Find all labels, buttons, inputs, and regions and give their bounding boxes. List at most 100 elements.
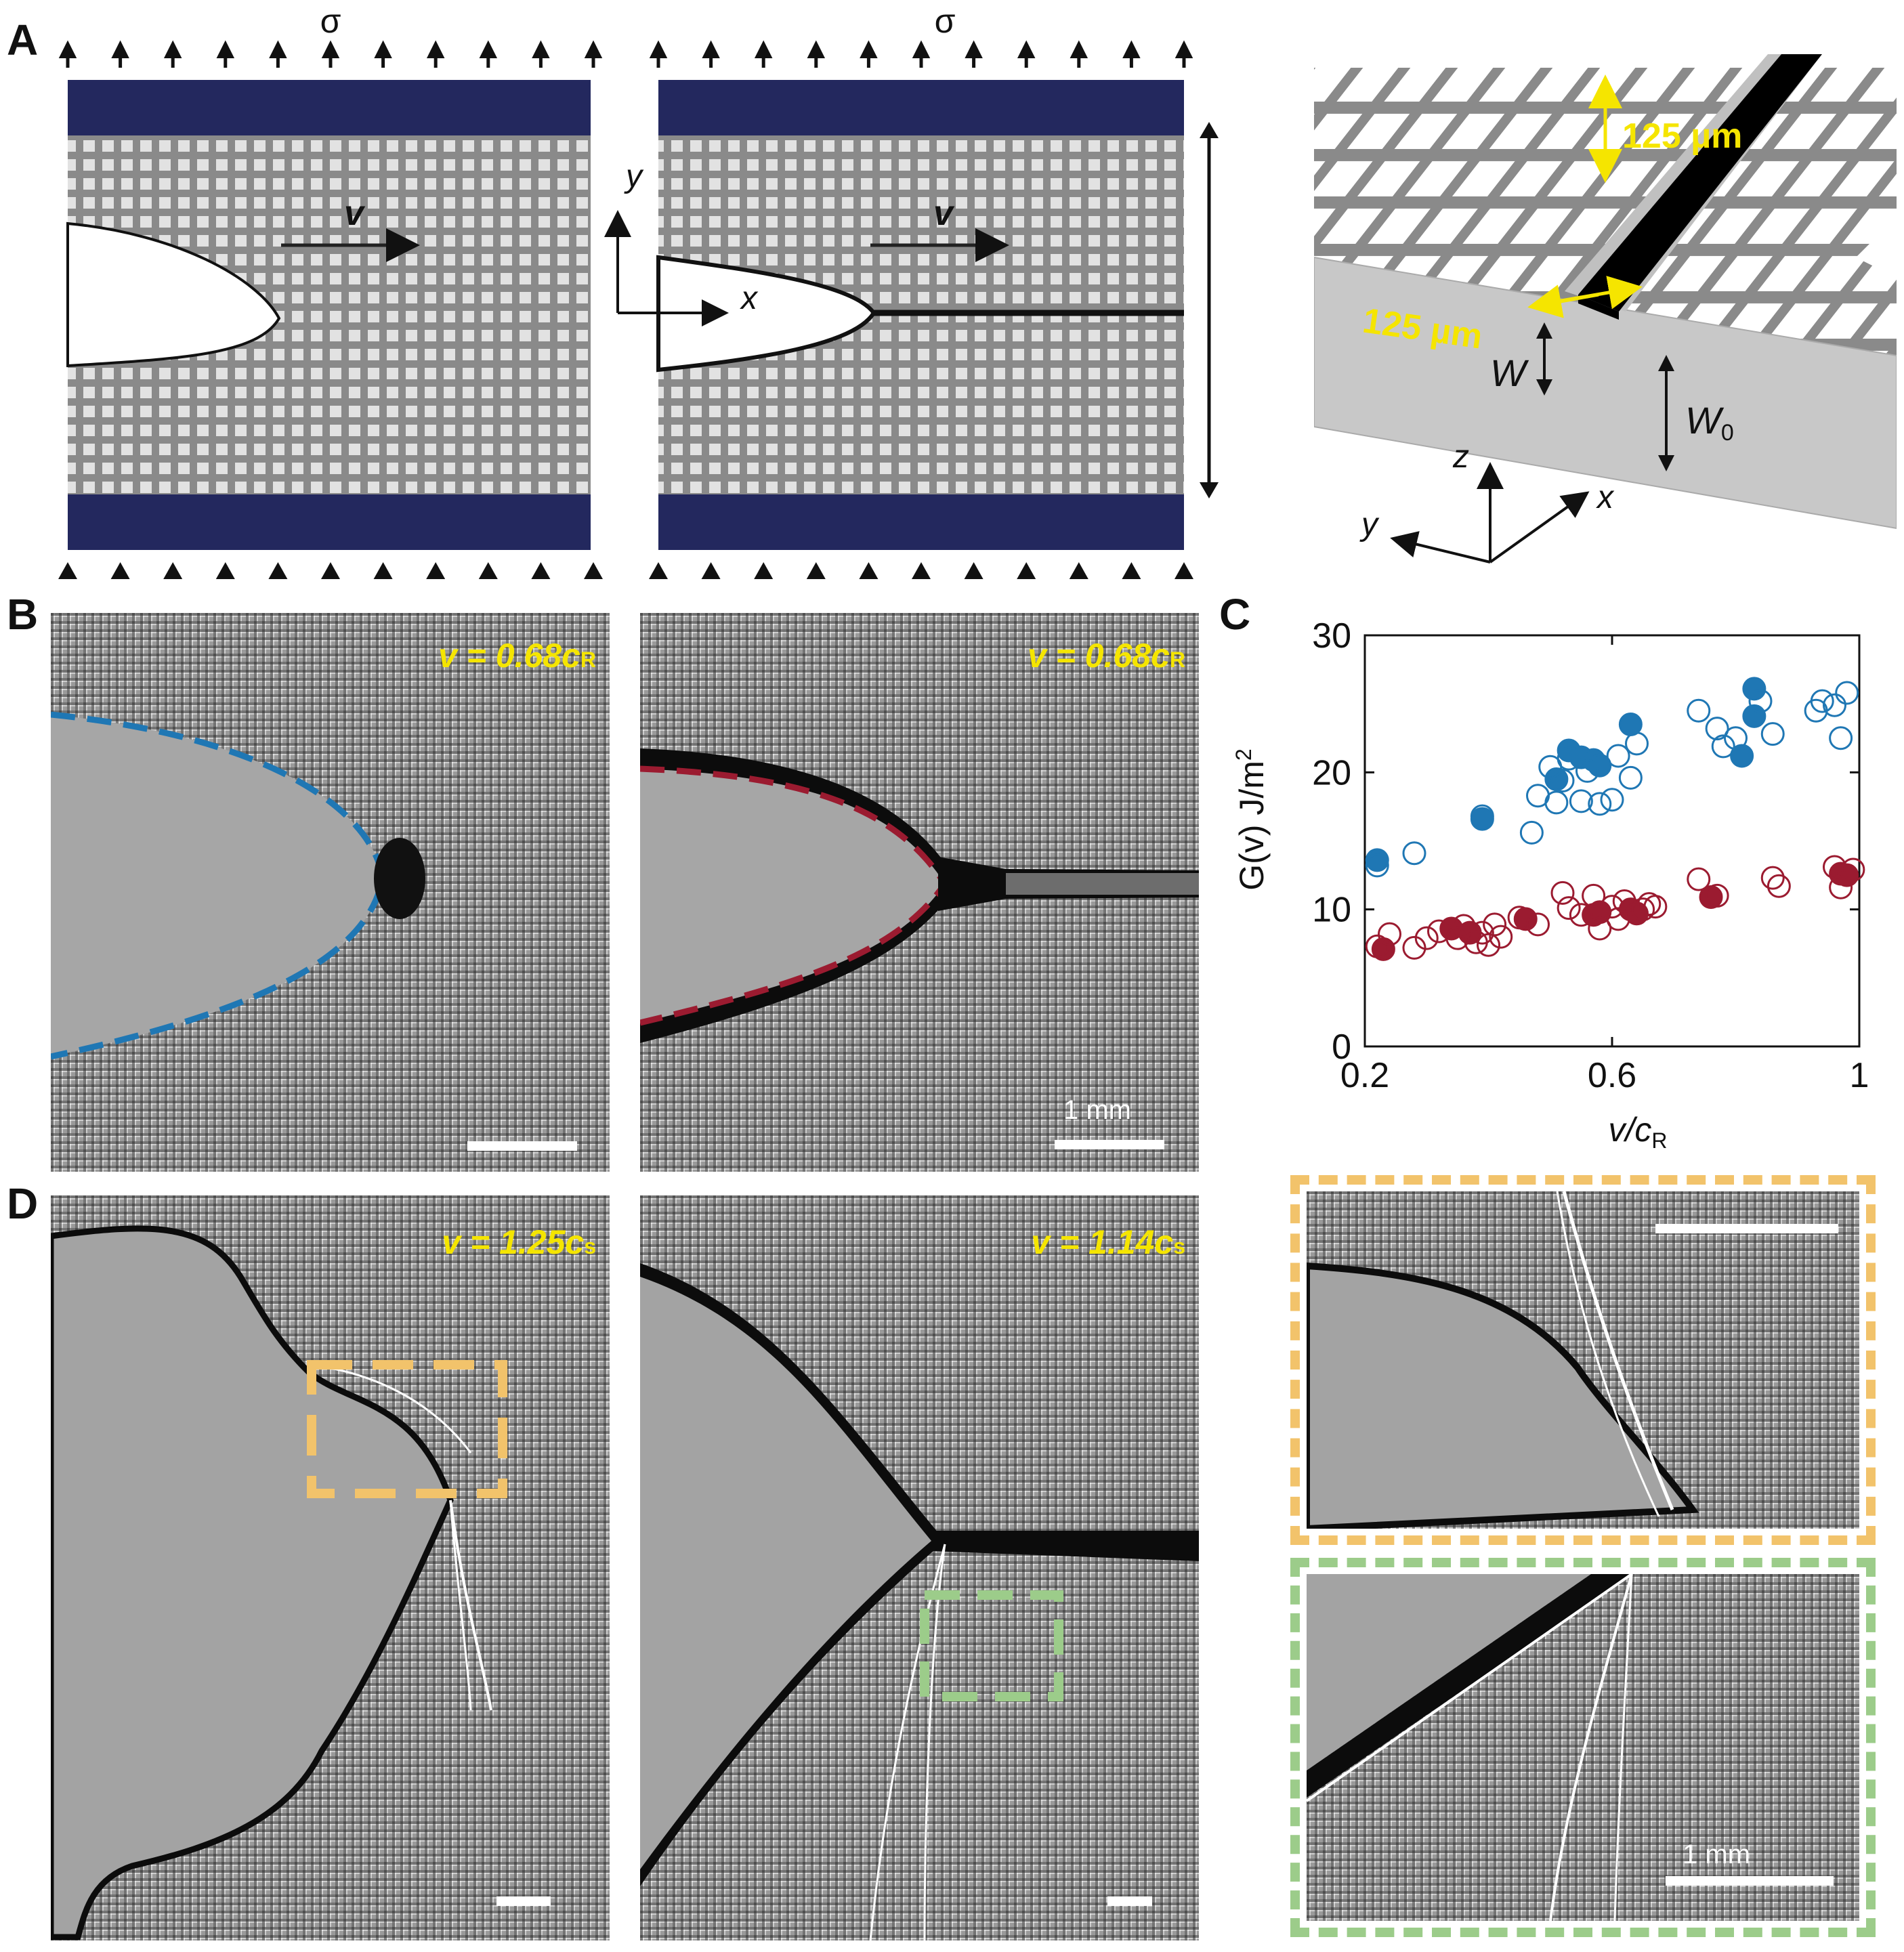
data-point [1767,874,1791,898]
inset-scalebar-bottom [1666,1876,1834,1886]
data-point [1582,883,1606,908]
data-point [1470,920,1494,945]
data-point [1550,880,1575,905]
data-point [1445,926,1470,950]
inset-green-image: 1 mm [1307,1574,1859,1921]
data-point [1550,768,1575,792]
clamp-top-left [68,80,591,135]
support-triangle [58,562,77,579]
panel-d-right-image: v = 1.14cs [640,1195,1199,1940]
scalebar-d-left [496,1896,551,1906]
support-triangle [215,562,235,579]
trench-groove [1578,54,1822,312]
data-point [1631,897,1655,922]
support-triangle [373,562,393,579]
data-point [1588,792,1612,816]
support-triangle [912,562,931,579]
data-point [1519,820,1544,845]
panel-a-schematic: σ σ v v y x h [58,2,1219,579]
inset-scalebar-top [1655,1224,1838,1233]
x-tick-label: 0.2 [1340,1056,1389,1095]
data-point [1378,922,1401,946]
support-triangle [268,562,288,579]
data-point [1569,789,1593,813]
clamp-bottom-right [658,494,1184,550]
data-point [1365,934,1389,958]
support-triangle [1069,562,1088,579]
data-point [1365,848,1389,872]
data-point [1742,677,1767,701]
inset-orange-image [1307,1191,1859,1529]
specimen-left [66,80,591,550]
dim-125-top: 125 µm [1622,116,1742,156]
support-triangle [806,562,826,579]
w-label: W [1490,352,1529,394]
clamp-top-right [658,80,1184,135]
support-triangle [531,562,551,579]
data-point [1687,698,1711,723]
y-tick-label: 0 [1332,1027,1351,1067]
data-point [1705,883,1729,908]
data-point [1606,907,1630,931]
specimen-right [656,80,1184,550]
y-tick-label: 10 [1312,891,1351,930]
data-point [1489,925,1513,949]
velocity-label-left: v [344,194,366,233]
data-point [1557,896,1581,920]
data-point [1823,693,1846,717]
support-triangle [584,562,603,579]
data-point [1600,788,1624,812]
velocity-label-right: v [933,194,955,233]
data-point [1829,875,1853,899]
stress-label-right: σ [935,2,956,40]
w0-label: W0 [1685,399,1734,446]
clamp-bottom-left [68,494,591,550]
y-tick-label: 30 [1312,616,1351,656]
data-point [1575,759,1599,783]
panel-a-3d-schematic: 125 µm 125 µm W W0 z x y [1314,54,1897,564]
xy-axes [604,210,729,326]
data-point [1470,804,1494,828]
side-face [1314,256,1897,530]
panel-d-left-image: v = 1.25cs [51,1195,610,1940]
data-point [1643,895,1668,919]
axis3d-y-label: y [1359,507,1380,543]
speed-label-d-left: v = 1.25cs [442,1223,596,1261]
data-point [1483,912,1507,937]
chart-points [1365,677,1865,961]
panel-label-a: A [7,16,39,64]
support-triangles-bottom [58,562,1193,579]
data-point [1588,916,1612,941]
axis3d-z-label: z [1452,439,1469,475]
inset-green-frame: 1 mm [1290,1558,1876,1937]
data-point [1402,841,1426,866]
x-axis-label: v/cR [1608,1111,1667,1153]
data-point [1742,704,1767,728]
support-triangle [478,562,498,579]
speed-label-b-left: v = 0.68cR [438,637,596,675]
scalebar-b-left [467,1141,577,1151]
data-point [1588,753,1612,778]
y-tick-label: 20 [1312,753,1351,792]
data-point [1760,722,1785,746]
data-point [1606,744,1630,768]
crack-opening-left [66,221,281,368]
data-point [1835,681,1859,705]
data-point [1365,853,1389,878]
support-triangle [1017,562,1036,579]
panel-b-right-image: v = 0.68cR 1 mm [640,613,1199,1172]
data-point [1557,746,1581,771]
data-point [1711,734,1735,759]
height-arrow [1200,122,1219,498]
x-tick-label: 0.6 [1588,1056,1636,1095]
support-triangle [649,562,668,579]
data-point [1810,689,1834,713]
data-point [1829,726,1853,750]
data-point [1687,867,1711,891]
data-point [1625,731,1649,756]
support-triangle [1122,562,1141,579]
y-axis-label: G(v) J/m2 [1231,748,1271,890]
support-triangle [701,562,721,579]
axis-y-label: y [624,158,644,194]
